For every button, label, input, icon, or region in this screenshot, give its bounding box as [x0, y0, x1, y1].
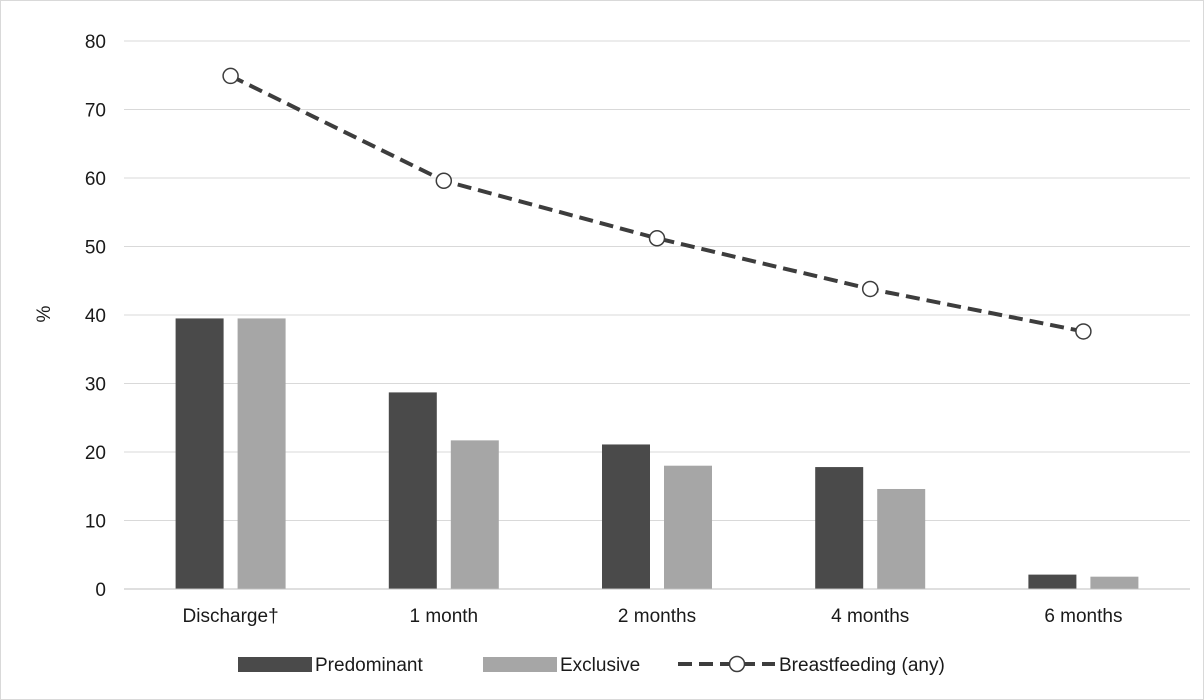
line-path	[231, 76, 1084, 332]
y-axis-label: %	[34, 305, 55, 322]
y-tick-label: 60	[85, 169, 106, 190]
bar-predominant	[389, 392, 437, 589]
y-tick-label: 40	[85, 306, 106, 327]
bar-predominant	[815, 467, 863, 589]
legend-label: Predominant	[315, 655, 423, 676]
bar-predominant	[602, 444, 650, 589]
legend-label: Exclusive	[560, 655, 640, 676]
bar-exclusive	[877, 489, 925, 589]
legend-marker	[730, 657, 745, 672]
y-tick-label: 0	[95, 580, 106, 601]
y-axis-ticks: 0 10 20 30 40 50 60 70 80	[85, 32, 106, 601]
bar-exclusive	[664, 466, 712, 589]
bar-exclusive	[238, 318, 286, 589]
x-tick-label: 1 month	[409, 606, 478, 627]
y-tick-label: 50	[85, 238, 106, 259]
x-tick-label: 6 months	[1044, 606, 1122, 627]
legend-swatch	[483, 657, 557, 672]
legend-swatch	[238, 657, 312, 672]
line-marker	[650, 231, 665, 246]
x-tick-label: 2 months	[618, 606, 696, 627]
bar-predominant	[176, 318, 224, 589]
bar-exclusive	[1090, 577, 1138, 589]
line-marker	[223, 68, 238, 83]
bars	[176, 318, 1139, 589]
legend: Predominant Exclusive Breastfeeding (any)	[238, 655, 945, 676]
x-tick-label: Discharge†	[183, 606, 279, 627]
y-tick-label: 70	[85, 101, 106, 122]
bar-exclusive	[451, 440, 499, 589]
line-marker	[1076, 324, 1091, 339]
legend-label: Breastfeeding (any)	[779, 655, 945, 676]
y-tick-label: 30	[85, 375, 106, 396]
y-tick-label: 80	[85, 32, 106, 53]
x-axis-ticks: Discharge† 1 month 2 months 4 months 6 month…	[183, 606, 1123, 627]
y-tick-label: 10	[85, 512, 106, 533]
bar-predominant	[1028, 575, 1076, 589]
line-marker	[436, 173, 451, 188]
line-marker	[863, 281, 878, 296]
y-tick-label: 20	[85, 443, 106, 464]
x-tick-label: 4 months	[831, 606, 909, 627]
